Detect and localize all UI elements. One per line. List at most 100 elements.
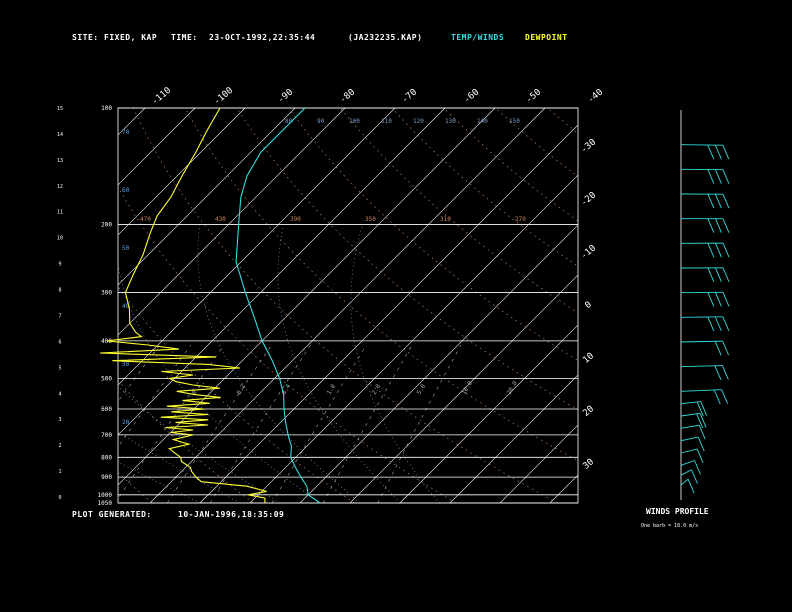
moist-adiabat-line bbox=[118, 386, 281, 503]
wind-profile-panel bbox=[680, 110, 730, 500]
wind-barb-flag bbox=[722, 267, 730, 282]
theta-e-label: 50 bbox=[122, 245, 130, 252]
dry-adiabat-line bbox=[288, 108, 578, 361]
mixing-ratio-line bbox=[322, 344, 413, 503]
pressure-tick-label: 100 bbox=[101, 105, 112, 112]
wind-barb-staff bbox=[680, 448, 698, 454]
height-km-tick-label: 14 bbox=[57, 132, 63, 138]
mixing-ratio-label: 20.0 bbox=[506, 380, 519, 396]
moist-adiabat-label: 150 bbox=[509, 118, 520, 125]
moist-adiabat-label: 130 bbox=[445, 118, 456, 125]
pressure-tick-label: 1000 bbox=[98, 492, 113, 499]
pressure-tick-label: 400 bbox=[101, 338, 112, 345]
height-km-tick-label: 4 bbox=[58, 391, 61, 397]
legend-dewpoint: DEWPOINT bbox=[525, 33, 568, 42]
mixing-ratio-label: 1.0 bbox=[326, 383, 338, 396]
isotherm-line bbox=[118, 108, 246, 236]
isotherm-top-tick-label: -90 bbox=[276, 87, 295, 105]
dry-adiabat-label: 470 bbox=[140, 216, 151, 223]
winds-profile-note: One barb = 10.0 m/s bbox=[641, 523, 699, 529]
mixing-ratio-line bbox=[118, 344, 225, 500]
legend-temp-winds: TEMP/WINDS bbox=[451, 33, 505, 42]
isotherm-top-tick-label: -40 bbox=[586, 87, 605, 105]
isotherm-line bbox=[0, 108, 95, 503]
isotherm-line bbox=[118, 108, 346, 336]
dry-adiabat-line bbox=[184, 108, 578, 462]
dry-adiabat-line bbox=[132, 108, 558, 503]
wind-barb-flag bbox=[694, 460, 701, 475]
isotherm-top-tick-label: -60 bbox=[462, 87, 481, 105]
wind-barb-staff bbox=[680, 436, 699, 442]
height-km-tick-label: 3 bbox=[58, 417, 61, 423]
chart-profiles bbox=[99, 107, 321, 504]
wind-barb-flag bbox=[722, 169, 730, 184]
wind-barb-flag bbox=[714, 341, 722, 356]
isotherm-line bbox=[118, 108, 196, 186]
isotherm-line bbox=[249, 174, 578, 503]
wind-barb-staff bbox=[680, 424, 700, 429]
mixing-ratio-label: 5.0 bbox=[416, 383, 428, 396]
isotherm-top-tick-label: -50 bbox=[524, 87, 543, 105]
dry-adiabat-label: 310 bbox=[440, 216, 451, 223]
height-km-tick-label: 11 bbox=[57, 210, 63, 216]
moist-adiabat-line bbox=[118, 461, 201, 503]
dry-adiabat-line bbox=[495, 108, 578, 178]
isotherm-line bbox=[449, 374, 578, 503]
moist-adiabat-label: 110 bbox=[381, 118, 392, 125]
plot-area bbox=[0, 108, 578, 503]
isotherm-line bbox=[0, 108, 45, 503]
wind-barb-flag bbox=[715, 267, 722, 282]
dry-adiabat-label: 390 bbox=[290, 216, 301, 223]
plot-frame bbox=[117, 107, 579, 504]
plot-generated-value: 10-JAN-1996,18:35:09 bbox=[178, 510, 285, 519]
wind-barb-flag bbox=[697, 436, 705, 452]
wind-barb-flag bbox=[714, 169, 722, 184]
chart-tick-labels: 1050100090080070060050040030020010001234… bbox=[57, 86, 605, 507]
moist-adiabat-label: 80 bbox=[285, 118, 293, 125]
isotherm-right-tick-label: -10 bbox=[579, 243, 598, 261]
wind-barb-flag bbox=[699, 413, 707, 428]
moist-adiabat-line bbox=[350, 224, 441, 503]
mixing-ratio-label: 2.0 bbox=[371, 383, 383, 396]
mixing-ratio-label: 10.0 bbox=[461, 380, 474, 396]
wind-barb-staff bbox=[680, 340, 723, 343]
wind-barb-flag bbox=[721, 365, 729, 380]
wind-barb-flag bbox=[714, 365, 722, 380]
dry-adiabat-line bbox=[118, 186, 457, 503]
moist-adiabat-label: 100 bbox=[349, 118, 360, 125]
height-km-tick-label: 2 bbox=[58, 443, 61, 449]
dry-adiabat-line bbox=[443, 108, 578, 222]
height-km-tick-label: 0 bbox=[58, 495, 61, 501]
isotherm-line bbox=[118, 108, 296, 286]
dry-adiabat-label: 430 bbox=[215, 216, 226, 223]
isotherm-right-tick-label: 20 bbox=[581, 404, 596, 419]
theta-e-label: 30 bbox=[122, 361, 130, 368]
mixing-ratio-line bbox=[271, 344, 367, 503]
wind-barb-staff bbox=[680, 478, 689, 486]
winds-profile-title: WINDS PROFILE bbox=[646, 507, 709, 516]
site-label: SITE: bbox=[72, 33, 99, 42]
wind-barb-flag bbox=[722, 145, 730, 160]
isotherm-right-tick-label: 10 bbox=[581, 351, 596, 366]
wind-barb-staff bbox=[680, 365, 723, 368]
dry-adiabat-line bbox=[118, 286, 355, 503]
isotherm-top-tick-label: -70 bbox=[400, 87, 419, 105]
theta-e-label: 70 bbox=[122, 129, 130, 136]
pressure-tick-label: 900 bbox=[101, 474, 112, 481]
isotherm-top-tick-label: -80 bbox=[338, 87, 357, 105]
wind-barb-flag bbox=[722, 292, 730, 307]
isotherm-line bbox=[149, 108, 546, 503]
wind-barb-staff bbox=[680, 316, 723, 318]
moist-adiabat-label: 120 bbox=[413, 118, 424, 125]
pressure-tick-label: 500 bbox=[101, 375, 112, 382]
mixing-ratio-line bbox=[118, 344, 192, 448]
isotherm-right-tick-label: -20 bbox=[579, 190, 598, 208]
wind-barb-flag bbox=[687, 478, 695, 494]
dry-adiabat-label: 270 bbox=[515, 216, 526, 223]
isotherm-right-tick-label: 30 bbox=[581, 457, 596, 472]
site-value: FIXED, KAP bbox=[104, 33, 158, 42]
mixing-ratio-line bbox=[209, 344, 311, 503]
theta-e-label: 40 bbox=[122, 303, 130, 310]
pressure-tick-label: 800 bbox=[101, 454, 112, 461]
dewpoint-profile-line bbox=[99, 107, 267, 504]
